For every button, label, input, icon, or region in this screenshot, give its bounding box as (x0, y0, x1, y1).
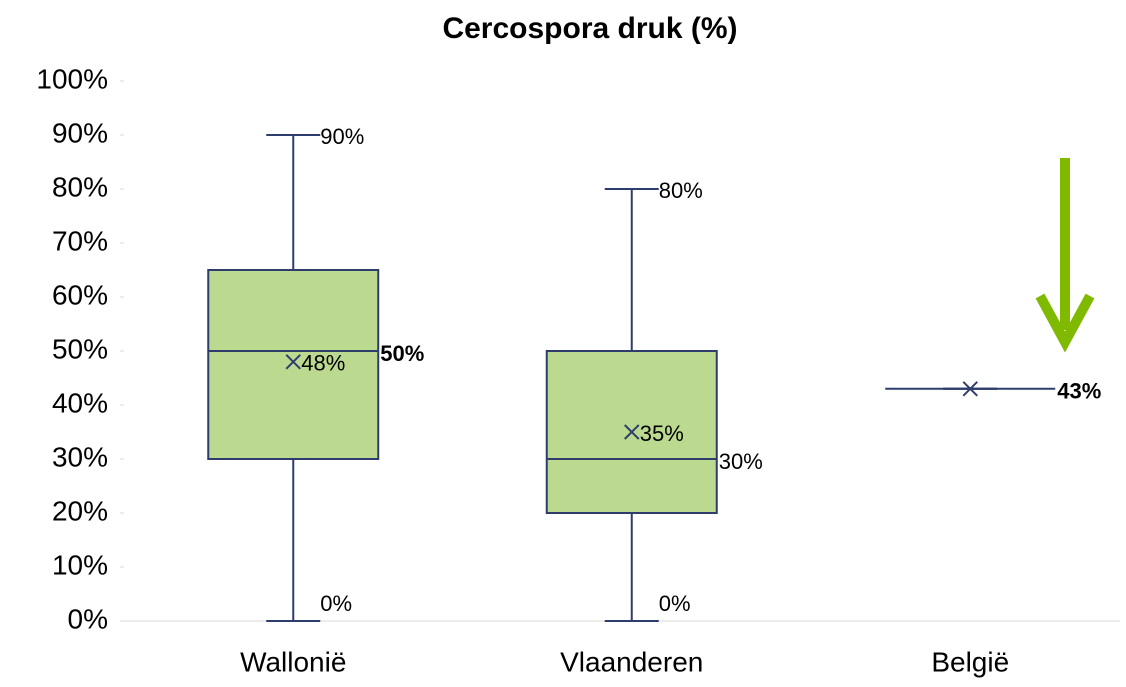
data-label: 0% (320, 591, 352, 616)
chart-title: Cercospora druk (%) (442, 12, 737, 45)
y-tick-label: 10% (52, 549, 108, 580)
y-tick-label: 60% (52, 279, 108, 310)
y-tick-label: 20% (52, 495, 108, 526)
data-label: 35% (640, 421, 684, 446)
y-tick-label: 50% (52, 333, 108, 364)
x-tick-label: Vlaanderen (560, 646, 703, 677)
y-tick-label: 80% (52, 171, 108, 202)
mean-marker (962, 381, 978, 397)
x-tick-label: België (931, 646, 1009, 677)
data-label: 50% (380, 341, 424, 366)
mean-marker (285, 354, 301, 370)
y-tick-label: 100% (36, 63, 108, 94)
data-label: 0% (659, 591, 691, 616)
data-label: 43% (1057, 379, 1101, 404)
data-label: 90% (320, 124, 364, 149)
data-label: 48% (301, 351, 345, 376)
y-tick-label: 40% (52, 387, 108, 418)
y-tick-label: 70% (52, 225, 108, 256)
data-label: 80% (659, 178, 703, 203)
data-label: 30% (719, 449, 763, 474)
y-tick-label: 90% (52, 117, 108, 148)
box (207, 269, 380, 460)
mean-marker (624, 424, 640, 440)
decorative-arrow (1035, 158, 1095, 353)
arrow-head (1035, 293, 1095, 353)
y-tick-label: 0% (68, 603, 108, 634)
x-tick-label: Wallonië (240, 646, 346, 677)
y-tick-label: 30% (52, 441, 108, 472)
